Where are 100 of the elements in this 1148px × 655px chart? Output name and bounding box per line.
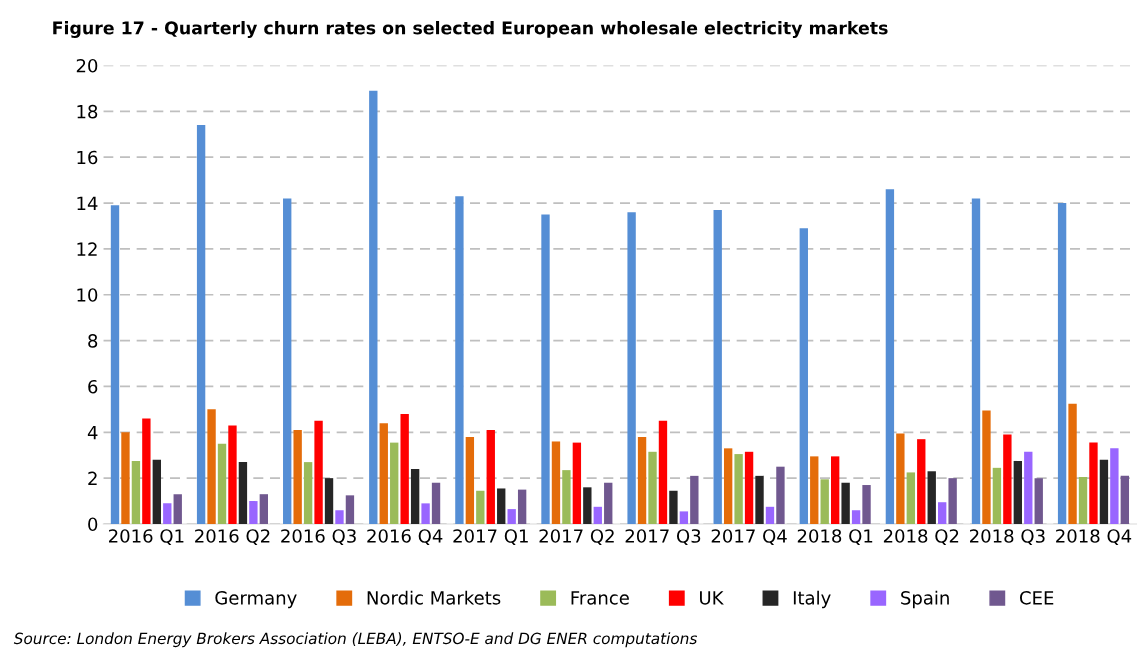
bar — [238, 462, 248, 524]
y-tick-label: 8 — [88, 334, 98, 348]
bar — [734, 454, 743, 524]
bar — [196, 125, 206, 524]
bar — [669, 490, 678, 524]
bar — [1003, 434, 1012, 524]
bar — [982, 410, 991, 524]
bar — [379, 423, 388, 524]
bar — [851, 510, 861, 524]
bar — [723, 448, 733, 524]
y-tick-label: 0 — [88, 517, 98, 532]
bar — [369, 90, 378, 524]
bar — [1034, 478, 1043, 524]
legend-label: CEE — [1019, 591, 1054, 605]
y-tick-label: 2 — [88, 471, 97, 486]
bar — [249, 501, 258, 524]
bar — [541, 214, 550, 524]
bar — [455, 196, 464, 524]
bar — [335, 510, 344, 524]
chart-title: Figure 17 - Quarterly churn rates on selected European wholesale electricity markets — [53, 21, 888, 38]
bar — [938, 502, 947, 524]
x-tick-label: 2018 Q4 — [1056, 529, 1132, 545]
bar — [862, 485, 871, 524]
bar — [841, 482, 850, 524]
bar — [679, 511, 689, 524]
bar — [410, 468, 420, 524]
bar — [345, 495, 355, 524]
x-tick-label: 2018 Q1 — [797, 529, 873, 545]
bar — [259, 494, 269, 524]
bar — [421, 503, 430, 524]
bar — [486, 430, 495, 524]
bar — [648, 451, 657, 524]
bar — [283, 198, 292, 524]
bar — [713, 209, 722, 524]
legend-label: Germany — [215, 591, 297, 609]
bar — [562, 470, 571, 524]
bar — [1068, 403, 1077, 524]
bar — [163, 503, 172, 524]
x-tick-label: 2017 Q4 — [711, 529, 787, 545]
y-tick-label: 12 — [77, 242, 97, 256]
legend-label: Spain — [901, 590, 949, 609]
bar — [744, 451, 754, 524]
bar — [207, 409, 216, 524]
legend-label: UK — [700, 591, 724, 605]
y-tick-label: 18 — [77, 104, 98, 119]
bar — [906, 472, 915, 524]
bar — [927, 471, 936, 524]
x-tick-label: 2016 Q3 — [281, 529, 356, 545]
bar — [830, 456, 840, 524]
bar — [431, 482, 441, 524]
bar — [314, 420, 323, 524]
bar — [121, 432, 130, 524]
bar — [755, 475, 764, 524]
bar — [293, 430, 302, 524]
bar — [690, 475, 699, 524]
bar — [885, 189, 895, 524]
bar — [799, 228, 808, 524]
bar — [1099, 459, 1109, 524]
bar — [1024, 451, 1033, 524]
bar — [1057, 203, 1067, 524]
bar — [604, 482, 613, 524]
bar — [131, 460, 141, 524]
bar — [551, 441, 561, 524]
bar — [1110, 448, 1119, 524]
bar — [517, 489, 527, 524]
x-tick-label: 2016 Q4 — [367, 529, 443, 545]
bar — [507, 509, 516, 524]
x-tick-label: 2016 Q2 — [195, 529, 270, 545]
bar — [948, 478, 957, 524]
bar — [583, 487, 592, 524]
bar — [572, 442, 582, 524]
bar — [497, 488, 506, 524]
bar — [1120, 475, 1130, 524]
legend-label: France — [571, 591, 629, 605]
bar — [810, 456, 819, 524]
bar — [400, 413, 409, 524]
bar — [1078, 477, 1088, 524]
bar — [971, 198, 981, 524]
bar — [142, 418, 151, 524]
y-tick-label: 14 — [77, 196, 98, 210]
bar — [658, 420, 668, 524]
legend-label: Nordic Markets — [367, 590, 501, 605]
bar — [228, 425, 237, 524]
bar — [637, 436, 647, 524]
source-note: Source: London Energy Brokers Association (LEBA), ENTSO-E and DG ENER computations — [13, 632, 698, 648]
bar — [390, 442, 399, 524]
bar — [110, 205, 120, 524]
bar — [465, 436, 475, 524]
y-tick-label: 6 — [88, 379, 98, 394]
bar — [303, 462, 313, 524]
x-tick-label: 2018 Q2 — [883, 529, 959, 545]
bar — [217, 443, 227, 524]
legend-label: Italy — [793, 590, 831, 609]
bar — [476, 490, 485, 524]
bar — [173, 494, 182, 524]
y-tick-label: 4 — [87, 426, 98, 440]
y-tick-label: 10 — [77, 288, 98, 302]
x-tick-label: 2017 Q1 — [453, 529, 528, 545]
x-tick-label: 2017 Q3 — [625, 529, 701, 545]
bar — [593, 506, 602, 524]
